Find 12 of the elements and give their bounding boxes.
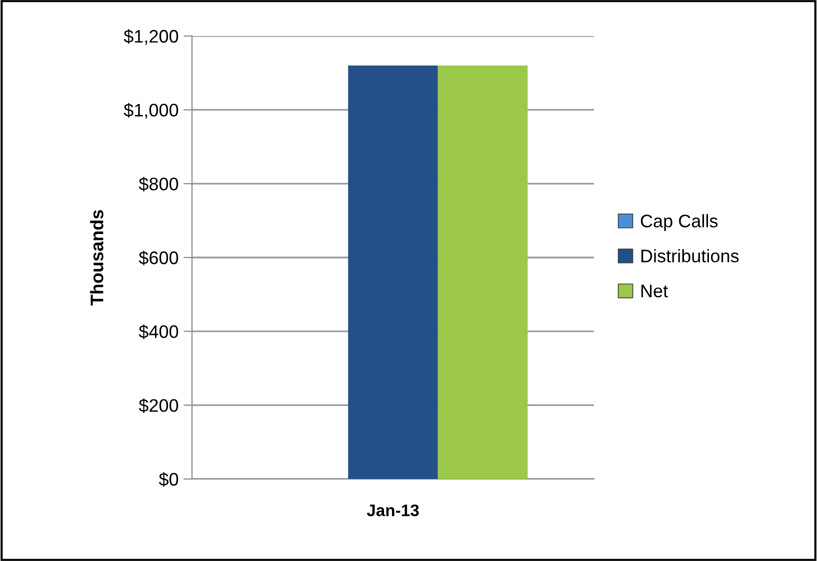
legend-label: Net [641, 284, 668, 298]
legend-label: Distributions [641, 249, 739, 262]
y-axis-title: Thousands [90, 210, 104, 306]
y-tick-label: $400 [138, 324, 178, 340]
x-tick-label: Jan-13 [366, 504, 419, 516]
y-tick-label: $0 [158, 472, 178, 487]
y-tick-label: $1,000 [124, 103, 178, 119]
y-tick-label: $200 [138, 398, 178, 413]
y-tick-label: $800 [138, 176, 178, 192]
y-tick-label: $600 [138, 250, 178, 266]
legend-label: Cap Calls [640, 214, 718, 231]
y-tick-label: $1,200 [124, 29, 178, 45]
